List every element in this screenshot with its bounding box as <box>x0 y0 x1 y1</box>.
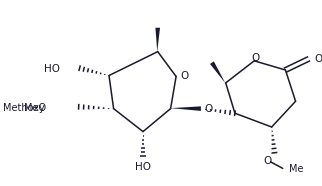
Text: O: O <box>181 70 189 81</box>
Polygon shape <box>156 28 160 52</box>
Text: O: O <box>251 53 259 63</box>
Text: O: O <box>263 156 271 166</box>
Text: O: O <box>314 54 322 64</box>
Text: Methoxy: Methoxy <box>3 103 45 113</box>
Polygon shape <box>210 61 225 83</box>
Text: O: O <box>204 104 213 114</box>
Text: MeO: MeO <box>24 103 46 113</box>
Text: HO: HO <box>135 162 151 172</box>
Text: Me: Me <box>289 164 304 174</box>
Polygon shape <box>171 106 201 111</box>
Text: HO: HO <box>44 64 60 74</box>
